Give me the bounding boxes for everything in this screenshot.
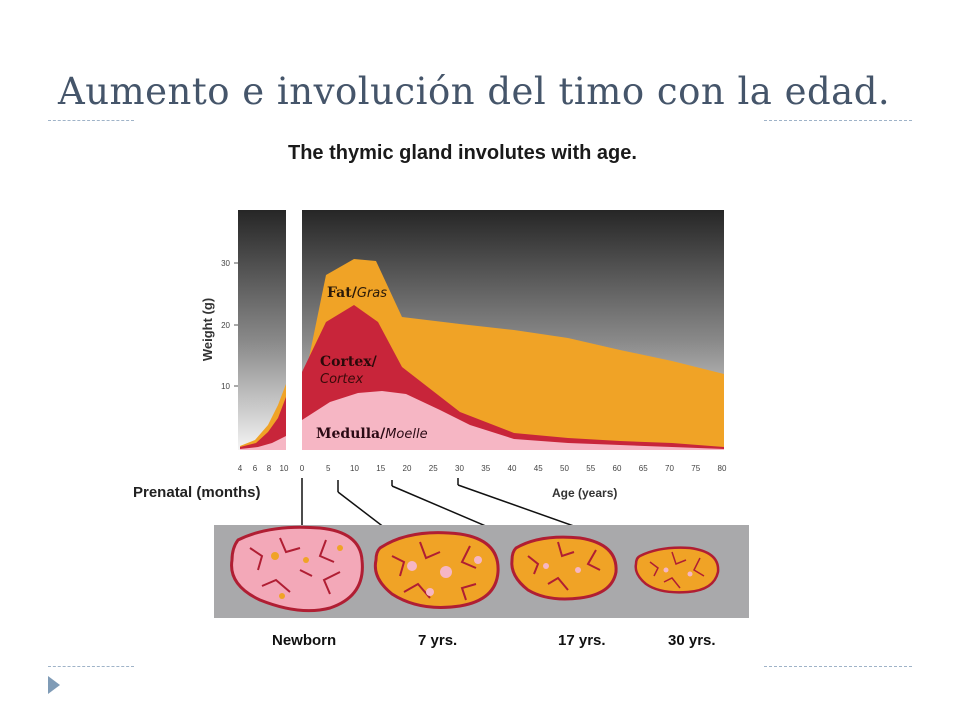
prenatal-tick-6: 6 bbox=[253, 464, 258, 473]
age-tick-70: 70 bbox=[665, 464, 674, 473]
lobe-17yrs bbox=[510, 535, 618, 601]
age-tick-50: 50 bbox=[560, 464, 569, 473]
stage-label-7yrs: 7 yrs. bbox=[418, 632, 458, 649]
age-tick-25: 25 bbox=[429, 464, 438, 473]
age-ticks: 0 5 10 15 20 25 30 35 40 45 50 55 60 65 70 75 80 bbox=[300, 464, 727, 473]
lobe-7yrs bbox=[373, 531, 500, 609]
prenatal-medulla-area bbox=[240, 436, 286, 450]
age-tick-15: 15 bbox=[376, 464, 385, 473]
age-tick-20: 20 bbox=[403, 464, 412, 473]
footer-rule-left bbox=[48, 666, 134, 667]
age-tick-45: 45 bbox=[534, 464, 543, 473]
stage-label-17yrs: 17 yrs. bbox=[558, 632, 606, 649]
age-tick-35: 35 bbox=[481, 464, 490, 473]
medulla-label: Medulla/Moelle bbox=[316, 426, 428, 442]
title-rule-left bbox=[48, 120, 134, 121]
cortex-alt-label: Cortex bbox=[320, 372, 363, 387]
lobe-30yrs bbox=[634, 546, 720, 594]
title-rule-right bbox=[764, 120, 912, 121]
age-tick-30: 30 bbox=[455, 464, 464, 473]
prenatal-tick-8: 8 bbox=[267, 464, 272, 473]
y-tick-30: 30 bbox=[221, 259, 230, 268]
bullet-triangle-icon bbox=[48, 676, 60, 694]
medulla-area bbox=[302, 391, 724, 450]
age-tick-60: 60 bbox=[613, 464, 622, 473]
prenatal-tick-4: 4 bbox=[238, 464, 243, 473]
age-axis-label: Age (years) bbox=[552, 486, 618, 500]
fat-label: Fat/Gras bbox=[327, 285, 387, 301]
stage-label-30yrs: 30 yrs. bbox=[668, 632, 716, 649]
age-tick-65: 65 bbox=[639, 464, 648, 473]
age-tick-5: 5 bbox=[326, 464, 331, 473]
y-tick-10: 10 bbox=[221, 382, 230, 391]
prenatal-axis-label: Prenatal (months) bbox=[133, 484, 261, 501]
age-tick-55: 55 bbox=[586, 464, 595, 473]
prenatal-cortex-area bbox=[240, 397, 286, 450]
age-tick-0: 0 bbox=[300, 464, 305, 473]
age-tick-10: 10 bbox=[350, 464, 359, 473]
lobe-newborn bbox=[230, 525, 364, 613]
y-tick-20: 20 bbox=[221, 321, 230, 330]
stage-label-newborn: Newborn bbox=[272, 632, 337, 649]
age-tick-75: 75 bbox=[691, 464, 700, 473]
footer-rule-right bbox=[764, 666, 912, 667]
age-tick-80: 80 bbox=[718, 464, 727, 473]
figure-title: The thymic gland involutes with age. bbox=[288, 142, 637, 164]
cortex-label: Cortex/ bbox=[320, 354, 378, 370]
age-tick-40: 40 bbox=[508, 464, 517, 473]
slide-title: Aumento e involución del timo con la eda… bbox=[58, 70, 891, 113]
prenatal-tick-10: 10 bbox=[280, 464, 289, 473]
